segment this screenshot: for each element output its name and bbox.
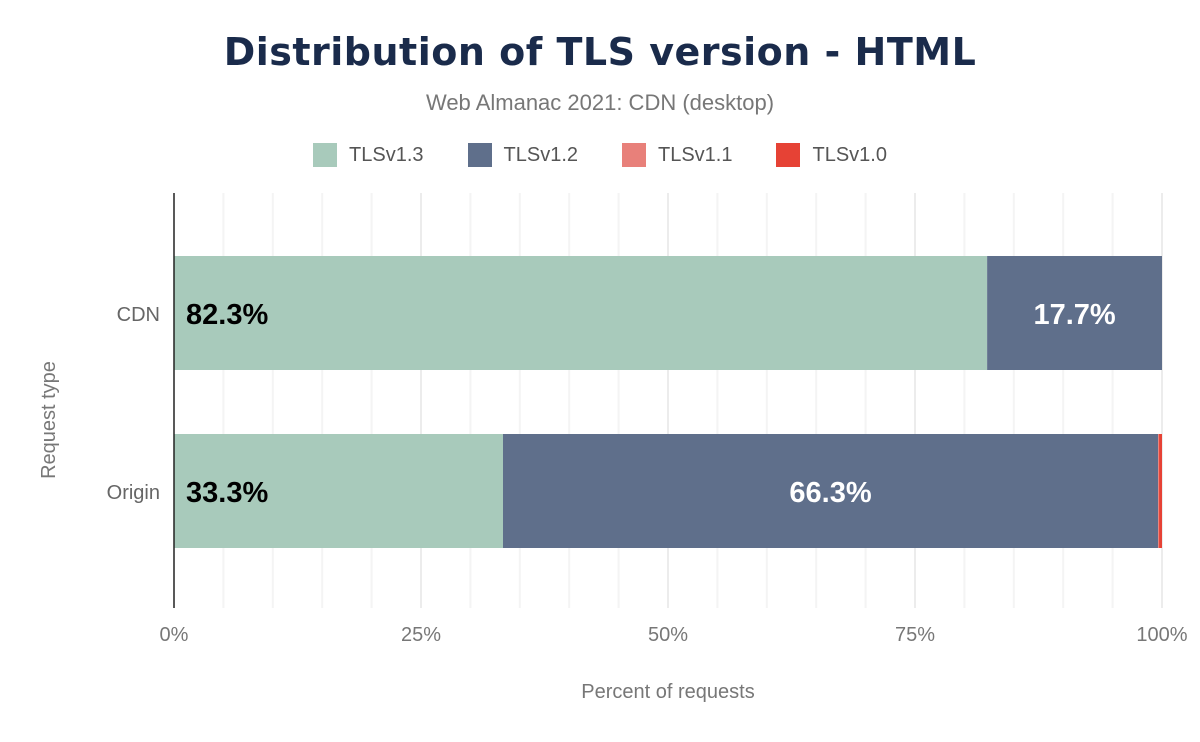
legend-label: TLSv1.1 — [658, 143, 733, 166]
data-label: 17.7% — [1033, 299, 1115, 331]
bar-segment — [503, 434, 1159, 548]
legend-label: TLSv1.3 — [349, 143, 424, 166]
legend-item[interactable]: TLSv1.1 — [622, 143, 732, 167]
legend-swatch — [622, 143, 646, 167]
bar-segment — [1159, 434, 1162, 548]
legend: TLSv1.3 TLSv1.2 TLSv1.1 TLSv1.0 — [0, 143, 1200, 167]
legend-label: TLSv1.0 — [812, 143, 887, 166]
bar-segment — [174, 256, 988, 370]
x-tick-label: 100% — [1136, 624, 1187, 646]
chart-subtitle: Web Almanac 2021: CDN (desktop) — [425, 90, 775, 115]
legend-swatch — [776, 143, 801, 167]
x-tick-label: 25% — [401, 624, 441, 646]
chart-title: Distribution of TLS version - HTML — [223, 30, 977, 74]
category-label: CDN — [117, 304, 160, 326]
legend-swatch — [313, 143, 338, 167]
x-tick-label: 50% — [648, 624, 688, 646]
legend-item[interactable]: TLSv1.3 — [313, 143, 424, 167]
bar-segment — [1158, 434, 1160, 548]
category-label: Origin — [107, 482, 160, 504]
data-label: 66.3% — [789, 477, 871, 509]
legend-item[interactable]: TLSv1.0 — [776, 143, 887, 167]
bar-segment — [987, 256, 1162, 370]
legend-item[interactable]: TLSv1.2 — [467, 143, 578, 167]
data-label: 82.3% — [186, 299, 268, 331]
x-tick-label: 75% — [895, 624, 935, 646]
legend-label: TLSv1.2 — [503, 143, 578, 166]
x-tick-label: 0% — [160, 624, 189, 646]
legend-swatch — [467, 143, 492, 167]
x-axis-label: Percent of requests — [581, 681, 754, 703]
y-axis-label: Request type — [38, 361, 60, 479]
data-label: 33.3% — [186, 477, 268, 509]
bar-segment — [174, 434, 504, 548]
